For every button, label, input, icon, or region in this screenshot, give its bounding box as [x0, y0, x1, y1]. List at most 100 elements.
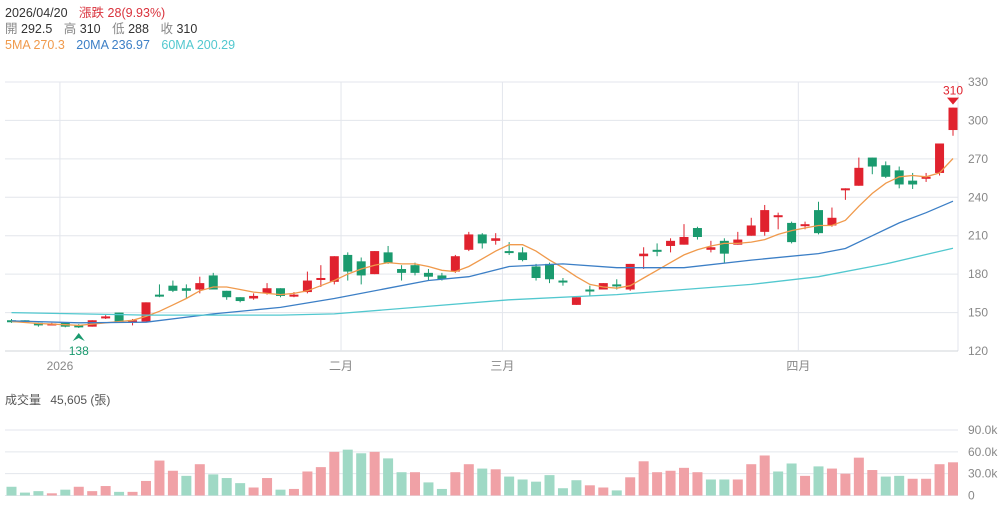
- high-value: 310: [79, 22, 101, 36]
- volume-header: 成交量 45,605 (張): [5, 392, 110, 408]
- volume-bar-down: [181, 475, 192, 496]
- candle-down: [410, 265, 420, 273]
- volume-bar-down: [396, 472, 407, 496]
- volume-bar-up: [840, 473, 851, 496]
- volume-bar-down: [517, 479, 528, 496]
- candle-up: [935, 143, 945, 173]
- volume-bar-up: [759, 455, 770, 496]
- volume-bar-down: [208, 474, 219, 496]
- change-label: 漲跌: [79, 6, 105, 20]
- ohlc-line: 開 292.5 高 310 低 288 收 310: [5, 21, 197, 37]
- candle-up: [840, 188, 850, 191]
- volume-bar-up: [194, 464, 205, 496]
- candle-down: [477, 234, 487, 244]
- candle-up: [289, 294, 299, 297]
- candle-up: [195, 283, 205, 290]
- candle-down: [235, 297, 245, 302]
- volume-bar-down: [813, 466, 824, 496]
- volume-bar-up: [867, 470, 878, 496]
- volume-bar-up: [262, 478, 273, 496]
- volume-bar-up: [948, 462, 958, 496]
- volume-bar-up: [826, 468, 837, 496]
- volume-bar-up: [248, 487, 259, 496]
- price-tick-label: 240: [968, 190, 988, 204]
- volume-label: 成交量: [5, 393, 42, 407]
- candle-up: [706, 247, 716, 250]
- candle-up: [249, 295, 259, 299]
- candle-up: [679, 236, 689, 245]
- volume-bar-up: [46, 493, 57, 496]
- volume-bar-down: [719, 479, 730, 496]
- volume-bar-down: [880, 476, 891, 496]
- candle-up: [571, 297, 581, 305]
- volume-bar-down: [19, 492, 30, 496]
- volume-bar-up: [490, 469, 501, 496]
- open-value: 292.5: [21, 22, 53, 36]
- volume-bar-down: [611, 490, 622, 496]
- candle-up: [666, 240, 676, 246]
- candle-up: [329, 256, 339, 282]
- volume-bar-up: [315, 467, 326, 496]
- volume-bar-up: [907, 478, 918, 496]
- volume-bar-up: [679, 467, 689, 496]
- volume-bar-up: [73, 486, 84, 496]
- volume-bar-down: [342, 449, 353, 496]
- price-axis: 330 300 270 240 210 180 150 120: [968, 75, 988, 358]
- candle-up: [948, 107, 958, 131]
- volume-bar-up: [410, 472, 420, 496]
- candle-down: [558, 280, 568, 283]
- volume-bar-down: [221, 478, 232, 496]
- quote-date: 2026/04/20: [5, 6, 68, 20]
- high-label: 高: [63, 22, 77, 36]
- volume-bar-down: [557, 488, 568, 496]
- volume-bar-down: [33, 491, 44, 496]
- volume-bar-up: [638, 461, 649, 496]
- candle-up: [262, 288, 272, 294]
- volume-bar-down: [531, 481, 542, 496]
- volume-bar-down: [383, 458, 394, 496]
- ma-legend: 5MA 270.3 20MA 236.97 60MA 200.29: [5, 37, 235, 53]
- candle-down: [787, 222, 797, 243]
- candle-down: [74, 325, 84, 328]
- legend-5ma: 5MA 270.3: [5, 38, 65, 52]
- candle-up: [854, 167, 864, 186]
- volume-bar-up: [625, 477, 636, 496]
- volume-bar-up: [154, 460, 165, 496]
- candle-down: [545, 263, 554, 280]
- volume-tick-label: 90.0k: [968, 423, 998, 437]
- candle-up: [625, 263, 635, 290]
- candle-down: [518, 252, 528, 261]
- volume-axis: 90.0k 60.0k 30.0k 0: [968, 423, 998, 503]
- change-value: 28(9.93%): [107, 6, 166, 20]
- volume-value: 45,605 (張): [50, 393, 111, 407]
- price-tick-label: 330: [968, 75, 988, 89]
- volume-bar-down: [423, 482, 434, 496]
- candle-down: [719, 240, 729, 254]
- candle-up: [639, 253, 649, 257]
- min-marker-icon: [72, 332, 85, 341]
- candle-down: [423, 272, 433, 277]
- candle-up: [128, 320, 138, 323]
- candle-down: [437, 275, 447, 280]
- min-price-label: 138: [69, 344, 89, 358]
- volume-bar-down: [275, 489, 286, 496]
- vertical-grid: [59, 82, 799, 351]
- volume-bar-down: [705, 479, 716, 496]
- volume-bar-down: [436, 488, 447, 496]
- candle-up: [746, 225, 756, 236]
- volume-bar-down: [571, 480, 582, 496]
- candle-down: [208, 275, 218, 290]
- candle-up: [733, 239, 743, 245]
- volume-bar-down: [356, 453, 367, 496]
- candle-up: [921, 176, 931, 179]
- candle-down: [181, 288, 191, 291]
- price-tick-label: 120: [968, 344, 988, 358]
- volume-bar-down: [477, 468, 488, 496]
- low-label: 低: [112, 22, 125, 36]
- close-value: 310: [176, 22, 198, 36]
- volume-bar-up: [584, 485, 595, 496]
- volume-bar-up: [800, 475, 811, 496]
- price-tick-label: 150: [968, 306, 988, 320]
- volume-bar-up: [598, 487, 609, 496]
